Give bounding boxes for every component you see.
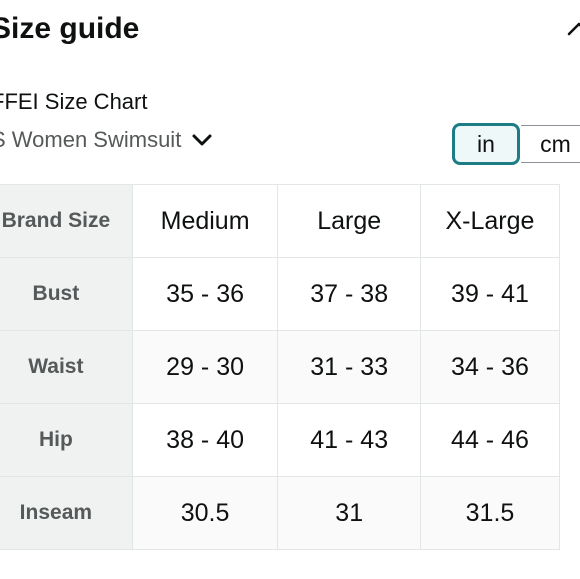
brand-size-header: Brand Size [0, 184, 133, 258]
table-row: Inseam 30.5 31 31.5 [0, 476, 561, 550]
table-row: Waist 29 - 30 31 - 33 34 - 36 [0, 330, 561, 404]
unit-toggle: in cm [452, 123, 580, 165]
table-cell: 34 - 36 [420, 330, 561, 404]
chevron-up-icon [567, 22, 580, 36]
chevron-down-icon [192, 134, 212, 146]
row-label: Hip [0, 403, 133, 477]
close-button[interactable] [565, 14, 580, 48]
unit-cm-button[interactable]: cm [521, 125, 580, 163]
row-label: Bust [0, 257, 133, 331]
row-label: Inseam [0, 476, 133, 550]
table-cell: 44 - 46 [420, 403, 561, 477]
category-dropdown[interactable]: S Women Swimsuit [0, 124, 213, 156]
category-selected-label: S Women Swimsuit [0, 127, 182, 152]
size-table: Brand Size Medium Large X-Large Bust 35 … [0, 184, 561, 550]
unit-in-button[interactable]: in [452, 123, 520, 165]
table-header-row: Brand Size Medium Large X-Large [0, 184, 561, 258]
size-chart-name: FFEI Size Chart [0, 89, 148, 114]
row-label: Waist [0, 330, 133, 404]
table-cell: 35 - 36 [132, 257, 279, 331]
table-cell: 31 [277, 476, 421, 550]
size-column-header: Large [277, 184, 421, 258]
size-column-header: X-Large [420, 184, 561, 258]
table-cell: 38 - 40 [132, 403, 279, 477]
size-column-header: Medium [132, 184, 279, 258]
page-title: Size guide [0, 12, 140, 45]
table-cell: 37 - 38 [277, 257, 421, 331]
table-cell: 41 - 43 [277, 403, 421, 477]
table-cell: 39 - 41 [420, 257, 561, 331]
table-row: Hip 38 - 40 41 - 43 44 - 46 [0, 403, 561, 477]
table-cell: 30.5 [132, 476, 279, 550]
table-cell: 31 - 33 [277, 330, 421, 404]
table-row: Bust 35 - 36 37 - 38 39 - 41 [0, 257, 561, 331]
table-cell: 29 - 30 [132, 330, 279, 404]
table-cell: 31.5 [420, 476, 561, 550]
